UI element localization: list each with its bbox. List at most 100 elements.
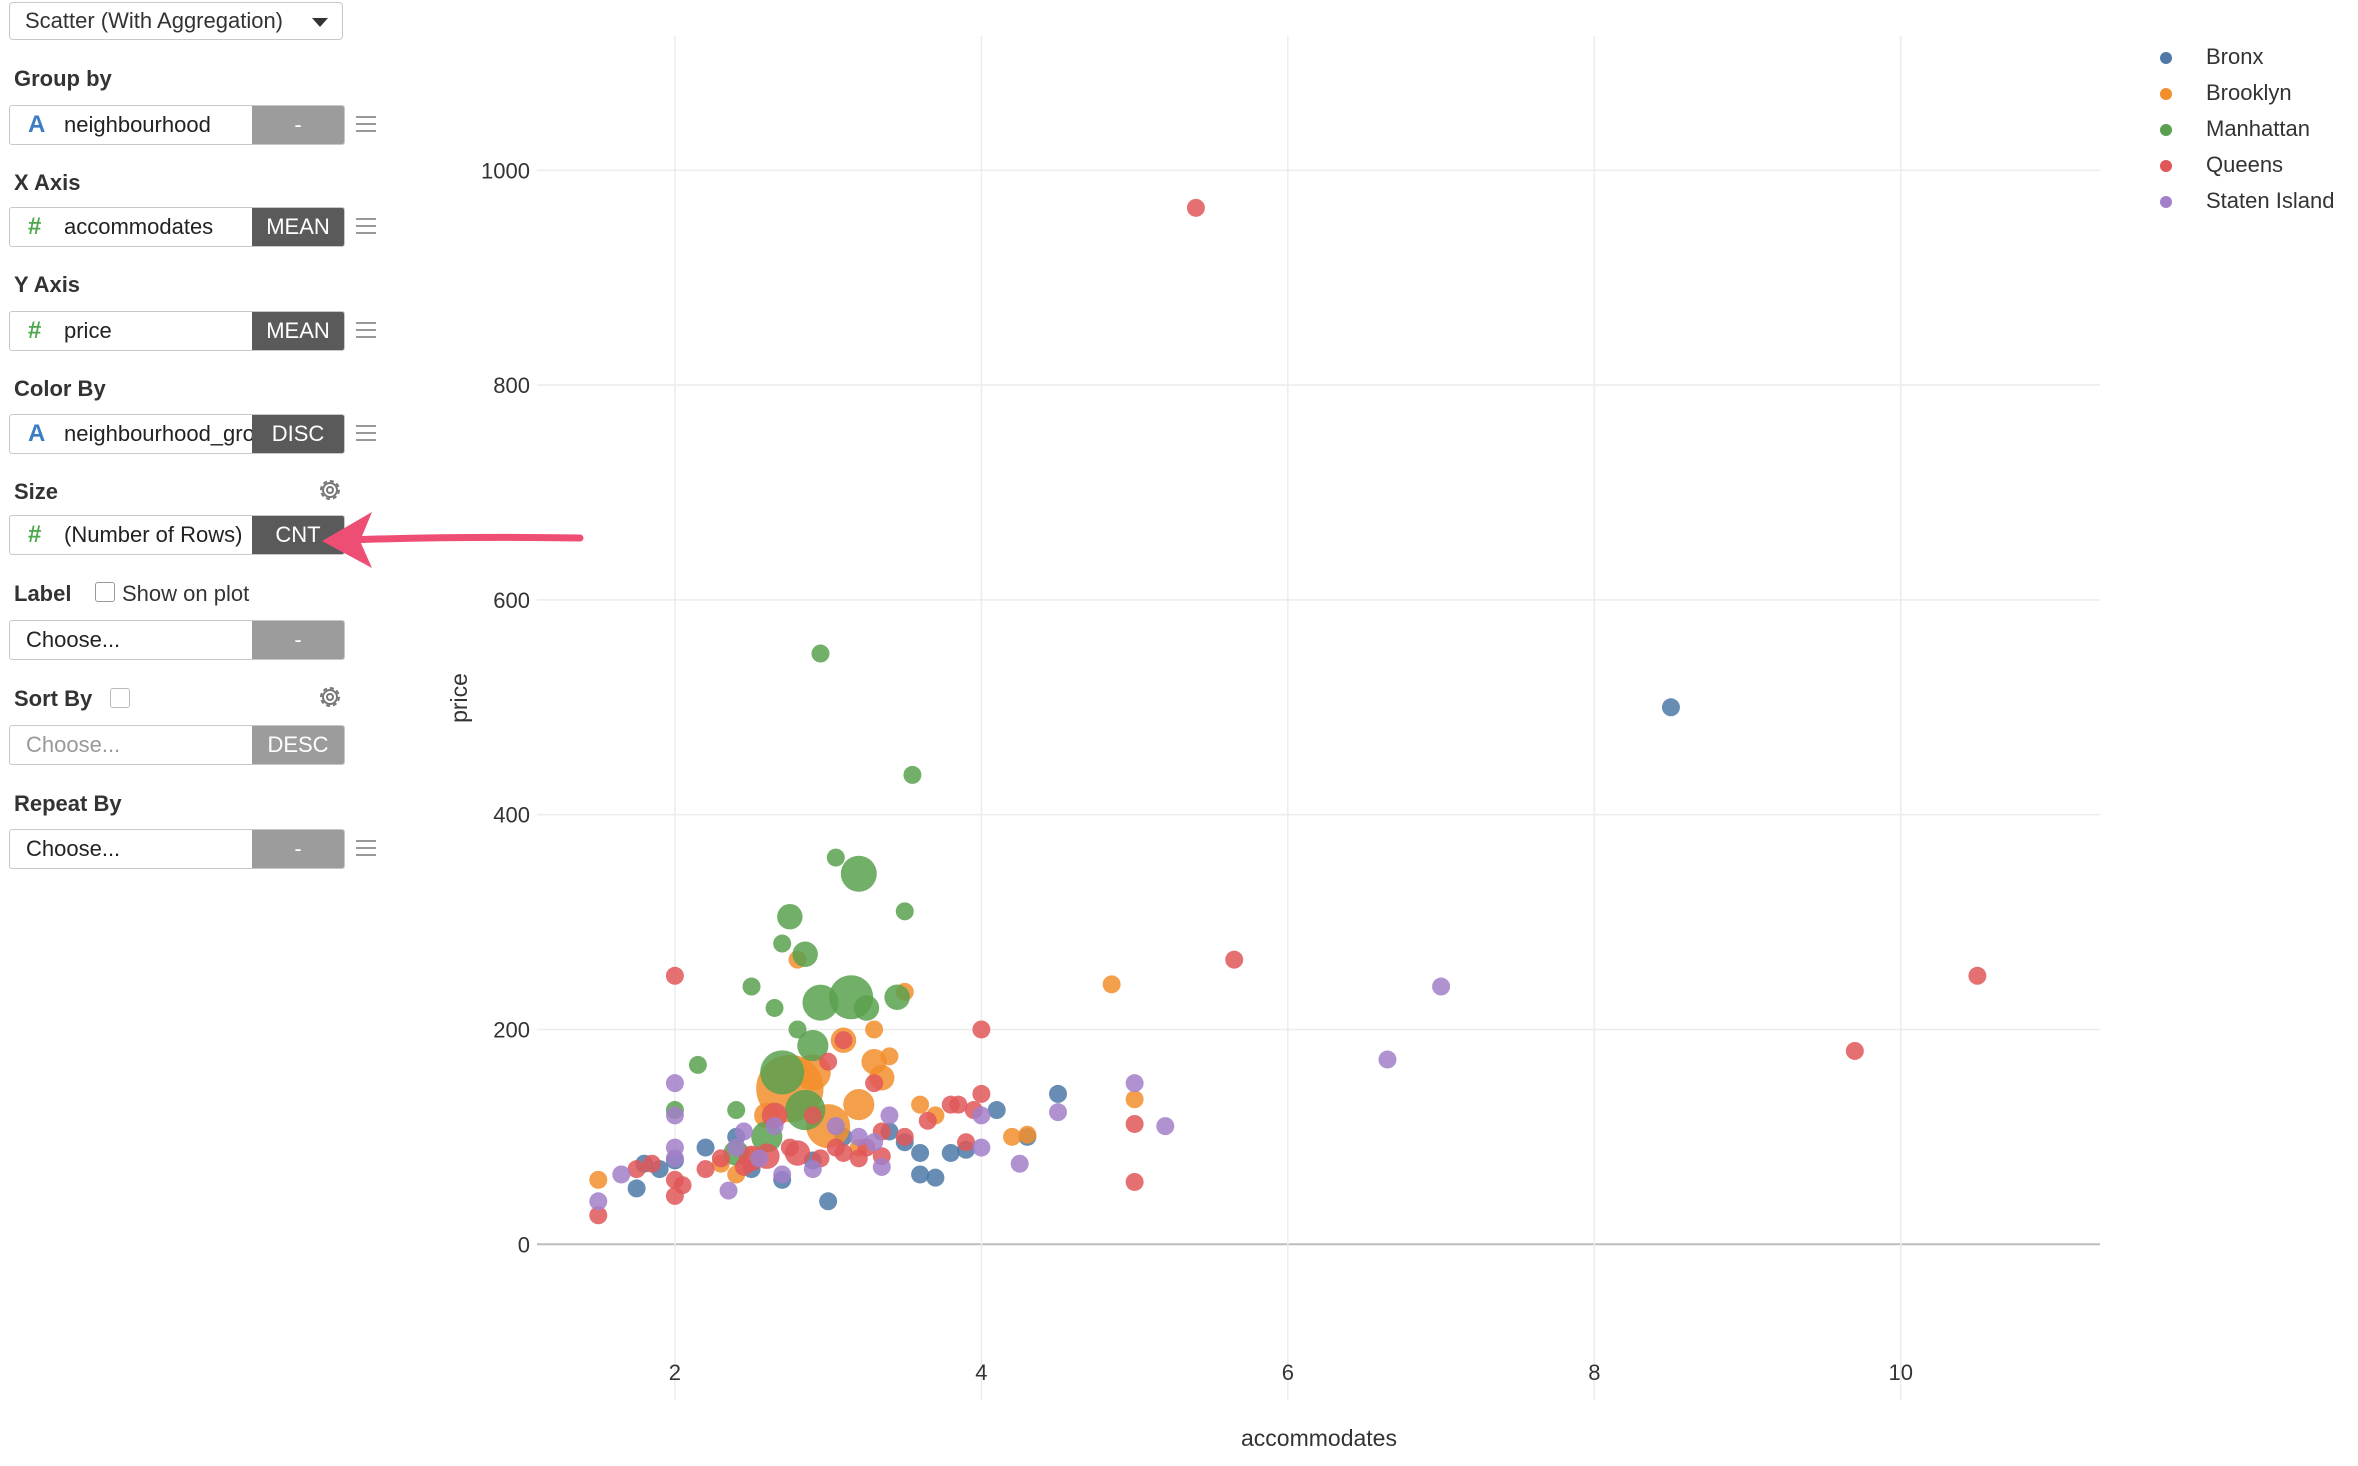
data-point[interactable] (742, 977, 761, 996)
data-point[interactable] (803, 1160, 822, 1179)
data-point[interactable] (843, 1089, 875, 1121)
data-point[interactable] (972, 1020, 991, 1039)
data-point[interactable] (819, 1052, 838, 1071)
data-point[interactable] (926, 1168, 945, 1187)
data-point[interactable] (972, 1138, 991, 1157)
data-point[interactable] (957, 1133, 976, 1152)
data-point[interactable] (773, 934, 792, 953)
hamburger-menu-icon[interactable] (356, 322, 376, 338)
data-point[interactable] (918, 1111, 937, 1130)
data-point[interactable] (665, 1149, 684, 1168)
color-by-field[interactable]: A neighbourhood_group DISC (9, 414, 345, 454)
data-point[interactable] (872, 1157, 891, 1176)
data-point[interactable] (819, 1192, 838, 1211)
data-point[interactable] (589, 1206, 608, 1225)
data-point[interactable] (642, 1154, 661, 1173)
data-point[interactable] (903, 765, 922, 784)
data-point[interactable] (1845, 1041, 1864, 1060)
data-point[interactable] (895, 902, 914, 921)
data-point[interactable] (880, 1106, 899, 1125)
data-point[interactable] (1010, 1154, 1029, 1173)
data-point[interactable] (1661, 698, 1680, 717)
data-point[interactable] (972, 1084, 991, 1103)
y-axis-field[interactable]: # price MEAN (9, 311, 345, 351)
label-field[interactable]: Choose... - (9, 620, 345, 660)
show-on-plot-checkbox[interactable] (95, 582, 115, 602)
hamburger-menu-icon[interactable] (356, 425, 376, 441)
data-point[interactable] (826, 1138, 845, 1157)
data-point[interactable] (826, 1117, 845, 1136)
data-point[interactable] (1378, 1050, 1397, 1069)
data-point[interactable] (696, 1160, 715, 1179)
data-point[interactable] (665, 1074, 684, 1093)
data-point[interactable] (665, 966, 684, 985)
chart-type-select[interactable]: Scatter (With Aggregation) (9, 2, 343, 40)
data-point[interactable] (589, 1170, 608, 1189)
data-point[interactable] (941, 1143, 960, 1162)
repeat-by-field[interactable]: Choose... - (9, 829, 345, 869)
hamburger-menu-icon[interactable] (356, 116, 376, 132)
size-field[interactable]: # (Number of Rows) CNT (9, 515, 345, 555)
x-axis-field[interactable]: # accommodates MEAN (9, 207, 345, 247)
data-point[interactable] (727, 1101, 746, 1120)
data-point[interactable] (797, 1029, 829, 1062)
data-point[interactable] (1125, 1090, 1144, 1109)
data-point[interactable] (987, 1101, 1006, 1120)
sort-order-button[interactable]: DESC (252, 726, 344, 764)
data-point[interactable] (1968, 966, 1987, 985)
data-point[interactable] (849, 1149, 868, 1168)
data-point[interactable] (665, 1186, 684, 1205)
group-by-aggregation-button[interactable]: - (252, 106, 344, 144)
data-point[interactable] (1225, 950, 1244, 969)
data-point[interactable] (849, 1127, 868, 1146)
data-point[interactable] (1049, 1103, 1067, 1122)
sort-by-checkbox[interactable] (110, 688, 130, 708)
data-point[interactable] (627, 1179, 646, 1198)
data-point[interactable] (734, 1157, 753, 1176)
repeat-by-aggregation-button[interactable]: - (252, 830, 344, 868)
hamburger-menu-icon[interactable] (356, 218, 376, 234)
data-point[interactable] (719, 1181, 738, 1200)
color-by-type-button[interactable]: DISC (252, 415, 344, 453)
data-point[interactable] (1049, 1084, 1067, 1103)
data-point[interactable] (765, 998, 784, 1017)
data-point[interactable] (1125, 1172, 1144, 1191)
y-axis-aggregation-button[interactable]: MEAN (252, 312, 344, 350)
data-point[interactable] (688, 1055, 707, 1074)
data-point[interactable] (840, 855, 877, 892)
data-point[interactable] (589, 1192, 608, 1211)
group-by-field[interactable]: A neighbourhood - (9, 105, 345, 145)
data-point[interactable] (627, 1160, 646, 1179)
data-point[interactable] (865, 1020, 884, 1039)
data-point[interactable] (880, 1047, 899, 1066)
data-point[interactable] (727, 1138, 746, 1157)
data-point[interactable] (773, 1165, 792, 1184)
gear-icon[interactable] (316, 476, 344, 504)
data-point[interactable] (734, 1122, 753, 1141)
data-point[interactable] (1102, 975, 1121, 994)
data-point[interactable] (826, 848, 845, 867)
data-point[interactable] (1432, 977, 1451, 996)
data-point[interactable] (1125, 1114, 1144, 1133)
gear-icon[interactable] (316, 683, 344, 711)
sort-by-field[interactable]: Choose... DESC (9, 725, 345, 765)
size-aggregation-button[interactable]: CNT (252, 516, 344, 554)
data-point[interactable] (765, 1117, 784, 1136)
data-point[interactable] (865, 1074, 884, 1093)
data-point[interactable] (696, 1138, 715, 1157)
data-point[interactable] (1186, 198, 1205, 217)
data-point[interactable] (1018, 1125, 1037, 1144)
data-point[interactable] (802, 984, 839, 1021)
data-point[interactable] (911, 1165, 930, 1184)
data-point[interactable] (665, 1106, 684, 1125)
data-point[interactable] (788, 1020, 807, 1039)
data-point[interactable] (792, 941, 818, 968)
data-point[interactable] (784, 1140, 811, 1166)
data-point[interactable] (803, 1106, 822, 1125)
x-axis-aggregation-button[interactable]: MEAN (252, 208, 344, 246)
data-point[interactable] (1156, 1117, 1175, 1136)
data-point[interactable] (972, 1106, 991, 1125)
data-point[interactable] (760, 1050, 805, 1095)
data-point[interactable] (911, 1095, 930, 1114)
data-point[interactable] (853, 995, 880, 1021)
